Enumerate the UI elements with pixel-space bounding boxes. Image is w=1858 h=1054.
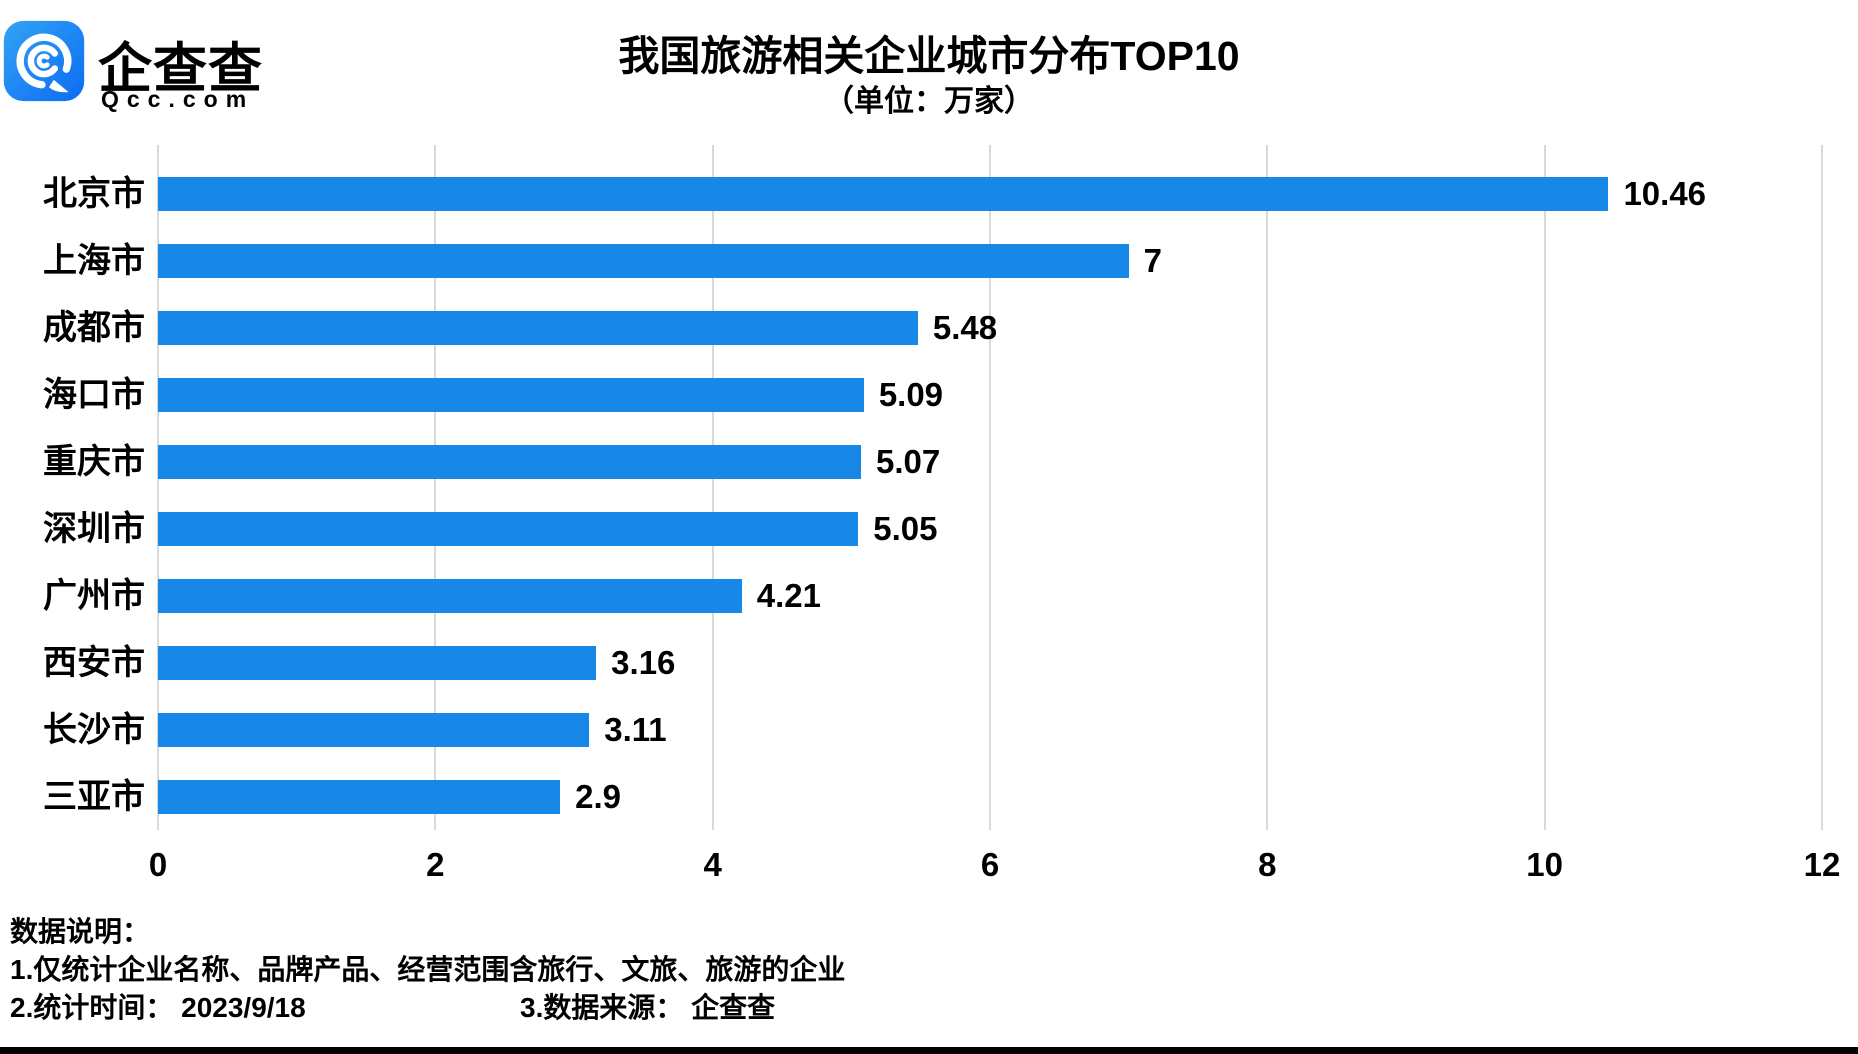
qcc-logo-icon xyxy=(3,20,85,102)
bar xyxy=(158,176,1609,211)
bar-row: 海口市 5.09 xyxy=(0,375,1858,414)
value-label: 5.48 xyxy=(932,308,998,346)
bar-row: 深圳市 5.05 xyxy=(0,509,1858,548)
bar xyxy=(158,511,859,546)
value-label: 3.11 xyxy=(604,710,667,748)
bar-row: 成都市 5.48 xyxy=(0,308,1858,347)
x-tick-label: 10 xyxy=(1526,846,1564,883)
bar-row: 上海市 7 xyxy=(0,241,1858,280)
data-notes: 数据说明： 1.仅统计企业名称、品牌产品、经营范围含旅行、文旅、旅游的企业 2.… xyxy=(10,913,1850,1027)
bar xyxy=(158,444,862,479)
city-label: 上海市 xyxy=(43,241,145,280)
bar-row: 三亚市 2.9 xyxy=(0,777,1858,816)
city-label: 长沙市 xyxy=(43,710,145,749)
bar xyxy=(158,243,1129,278)
x-tick-label: 0 xyxy=(148,846,168,883)
bar xyxy=(158,645,597,680)
bar-row: 广州市 4.21 xyxy=(0,576,1858,615)
x-tick-label: 12 xyxy=(1803,846,1841,883)
city-label: 深圳市 xyxy=(43,509,145,548)
x-tick-label: 4 xyxy=(703,846,722,883)
note-line-3: 2.统计时间： 2023/9/18 3.数据来源： 企查查 xyxy=(10,989,1850,1027)
value-label: 5.07 xyxy=(876,442,941,480)
value-label: 10.46 xyxy=(1623,174,1707,212)
gridline-x-6 xyxy=(989,145,991,830)
bar xyxy=(158,377,864,412)
logo-name: 企查查 xyxy=(98,39,263,99)
gridline-x-2 xyxy=(434,145,437,830)
note-date: 2.统计时间： 2023/9/18 xyxy=(10,992,306,1023)
value-label: 5.05 xyxy=(873,509,938,547)
gridline-x-8 xyxy=(1266,145,1269,830)
note-scope: 1.仅统计企业名称、品牌产品、经营范围含旅行、文旅、旅游的企业 xyxy=(10,954,846,985)
bar xyxy=(158,712,590,747)
chart-title: 我国旅游相关企业城市分布TOP10 xyxy=(618,33,1240,79)
value-label: 4.21 xyxy=(756,576,822,614)
bar xyxy=(158,310,918,345)
bar-chart: 北京市 10.46 上海市 7 成都市 5.48 海口市 5.09 重庆市 5.07 深圳市 5.05… xyxy=(0,145,1858,905)
chart-subtitle: （单位：万家） xyxy=(824,85,1034,118)
bar-row: 西安市 3.16 xyxy=(0,643,1858,682)
bar xyxy=(158,779,561,814)
city-label: 重庆市 xyxy=(43,442,145,481)
notes-heading: 数据说明： xyxy=(10,916,151,947)
city-label: 西安市 xyxy=(43,643,145,682)
bar-row: 重庆市 5.07 xyxy=(0,442,1858,481)
city-label: 三亚市 xyxy=(43,777,145,816)
note-source: 3.数据来源： 企查查 xyxy=(520,992,776,1023)
logo-domain: Qcc.com xyxy=(101,86,255,112)
x-tick-label: 6 xyxy=(980,846,1000,883)
city-label: 北京市 xyxy=(43,174,145,213)
gridline-x-12 xyxy=(1821,145,1823,830)
value-label: 7 xyxy=(1143,241,1163,279)
city-label: 广州市 xyxy=(43,576,145,615)
gridline-x-10 xyxy=(1543,145,1546,830)
bar-row: 北京市 10.46 xyxy=(0,174,1858,213)
bar-row: 长沙市 3.11 xyxy=(0,710,1858,749)
qcc-logo: 企查查 Qcc.com xyxy=(3,16,303,116)
city-label: 成都市 xyxy=(43,308,145,347)
value-label: 5.09 xyxy=(878,375,944,413)
gridline-x-4 xyxy=(711,145,714,830)
bottom-divider-bar xyxy=(0,1047,1858,1054)
value-label: 2.9 xyxy=(575,777,621,815)
city-label: 海口市 xyxy=(43,375,145,414)
value-label: 3.16 xyxy=(611,643,676,681)
x-tick-label: 2 xyxy=(426,846,445,883)
gridline-x-0 xyxy=(157,145,159,830)
bar xyxy=(158,578,742,613)
x-tick-label: 8 xyxy=(1258,846,1277,883)
